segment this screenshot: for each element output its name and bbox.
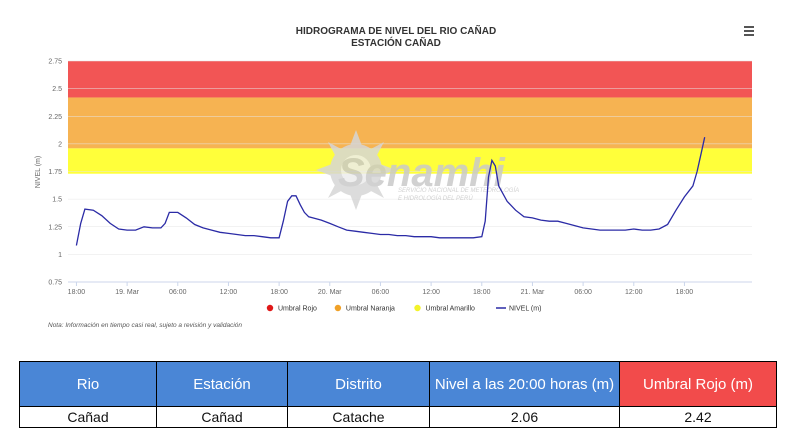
x-tick-label: 06:00 xyxy=(372,289,390,296)
y-tick-label: 2.75 xyxy=(48,59,62,66)
y-tick-label: 1.75 xyxy=(48,169,62,176)
band-0 xyxy=(68,148,752,174)
legend-label: Umbral Amarillo xyxy=(426,306,476,313)
y-axis-label: NIVEL (m) xyxy=(35,156,42,188)
station-info-table: Rio Estación Distrito Nivel a las 20:00 … xyxy=(19,361,777,428)
x-tick-label: 12:00 xyxy=(422,289,440,296)
x-tick-label: 21. Mar xyxy=(521,289,545,296)
x-tick-label: 20. Mar xyxy=(318,289,342,296)
chart-legend: Umbral Rojo Umbral Naranja Umbral Amarillo… xyxy=(266,304,541,313)
watermark-line2: E HIDROLOGÍA DEL PERÚ xyxy=(398,195,473,202)
cell-rio: Cañad xyxy=(19,406,157,428)
chart-subtitle: ESTACIÓN CAÑAD xyxy=(351,36,441,49)
x-tick-label: 12:00 xyxy=(625,289,643,296)
y-tick-label: 1.5 xyxy=(52,197,62,204)
legend-item[interactable]: Umbral Naranja xyxy=(334,304,395,313)
y-tick-label: 1 xyxy=(58,252,62,259)
chart-title: HIDROGRAMA DE NIVEL DEL RIO CAÑAD xyxy=(296,24,496,37)
legend-item[interactable]: Umbral Rojo xyxy=(266,304,317,313)
y-tick-label: 2.5 xyxy=(52,86,62,93)
table-row: Cañad Cañad Catache 2.06 2.42 xyxy=(19,406,777,428)
threshold-bands xyxy=(68,61,752,174)
axes: 0.75 1 1.25 1.5 1.75 2 2.25 2.5 2.75 18:00 19. Mar… xyxy=(48,59,752,296)
legend-label: Umbral Naranja xyxy=(346,306,395,313)
legend-item[interactable]: NIVEL (m) xyxy=(496,306,541,313)
x-tick-label: 18:00 xyxy=(676,289,694,296)
y-tick-label: 2.25 xyxy=(48,114,62,121)
cell-nivel: 2.06 xyxy=(429,406,620,428)
header-umbral-rojo: Umbral Rojo (m) xyxy=(619,361,777,407)
watermark-line1: SERVICIO NACIONAL DE METEOROLOGÍA xyxy=(398,187,519,194)
cell-umbral-rojo: 2.42 xyxy=(619,406,777,428)
x-tick-label: 12:00 xyxy=(220,289,238,296)
header-estacion: Estación xyxy=(156,361,288,407)
x-tick-label: 18:00 xyxy=(270,289,288,296)
level-series-line xyxy=(75,137,706,246)
cell-distrito: Catache xyxy=(287,406,430,428)
senamhi-watermark: Senamhi SERVICIO NACIONAL DE METEOROLOGÍ… xyxy=(316,130,519,210)
legend-label: Umbral Rojo xyxy=(278,306,317,313)
legend-dot-icon xyxy=(334,304,342,312)
legend-label: NIVEL (m) xyxy=(509,306,541,313)
sun-logo-icon xyxy=(316,130,396,210)
watermark-brand: Senamhi xyxy=(338,151,506,195)
y-tick-label: 0.75 xyxy=(48,280,62,287)
header-distrito: Distrito xyxy=(287,361,430,407)
legend-dot-icon xyxy=(266,304,274,312)
x-tick-label: 06:00 xyxy=(574,289,592,296)
chart-note: Nota: Información en tiempo casi real, s… xyxy=(48,322,242,329)
x-tick-label: 19. Mar xyxy=(115,289,139,296)
x-tick-label: 06:00 xyxy=(169,289,187,296)
y-tick-label: 1.25 xyxy=(48,224,62,231)
band-1 xyxy=(68,97,752,149)
hamburger-menu-icon[interactable] xyxy=(744,26,758,38)
x-tick-label: 18:00 xyxy=(68,289,86,296)
band-2 xyxy=(68,61,752,98)
y-tick-label: 2 xyxy=(58,141,62,148)
hydrograph-chart: HIDROGRAMA DE NIVEL DEL RIO CAÑAD ESTACI… xyxy=(35,24,752,329)
table-header-row: Rio Estación Distrito Nivel a las 20:00 … xyxy=(19,361,777,407)
header-rio: Rio xyxy=(19,361,157,407)
cell-estacion: Cañad xyxy=(156,406,288,428)
legend-dot-icon xyxy=(414,304,421,312)
x-tick-label: 18:00 xyxy=(473,289,491,296)
legend-item[interactable]: Umbral Amarillo xyxy=(414,304,476,313)
header-nivel: Nivel a las 20:00 horas (m) xyxy=(429,361,620,407)
